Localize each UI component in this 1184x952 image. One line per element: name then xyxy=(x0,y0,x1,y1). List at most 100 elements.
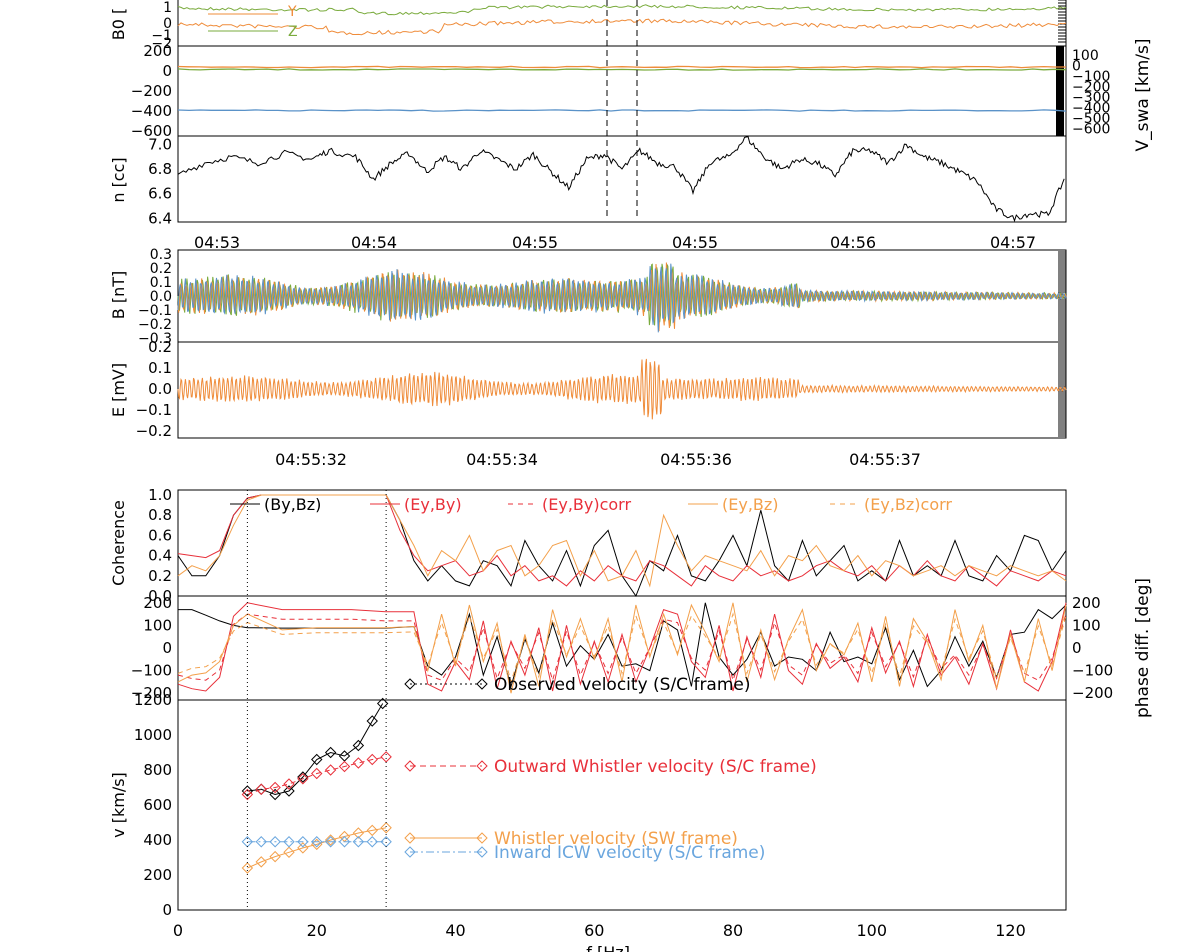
velocity-point-0-0 xyxy=(241,785,254,797)
e-ytick-label: 0.1 xyxy=(148,359,172,377)
density-ytick-label: 6.6 xyxy=(148,185,172,203)
phase-series-2 xyxy=(177,602,1067,694)
phase-right-tick-label: 200 xyxy=(1072,594,1101,612)
velocity-point-3-6 xyxy=(324,836,337,848)
e-xtick-label: 04:55:32 xyxy=(275,450,347,469)
velocity-ytick-label: 1200 xyxy=(134,691,172,709)
b-right-ticks xyxy=(1058,249,1066,343)
density-ytick-label: 6.8 xyxy=(148,160,172,178)
e-ytick-label: 0.0 xyxy=(148,380,172,398)
vswa-right-tick-label: −400 xyxy=(1072,101,1110,117)
velocity-point-1-2 xyxy=(269,781,281,794)
phase-series-1 xyxy=(177,602,1067,692)
coherence-legend-label-1: (Ey,By) xyxy=(404,495,462,514)
e-ytick-label: 0.2 xyxy=(148,338,172,356)
velocity-xlabel: f [Hz] xyxy=(586,943,630,952)
velocity-legend-label-3: Inward ICW velocity (S/C frame) xyxy=(494,843,765,863)
velocity-point-1-3 xyxy=(283,778,295,790)
coherence-ytick-label: 0.4 xyxy=(148,547,172,565)
velocity-point-1-6 xyxy=(324,764,337,776)
b-ytick-label: 0.2 xyxy=(150,261,172,277)
velocity-legend-marker xyxy=(404,846,416,858)
velocity-point-2-0 xyxy=(241,862,254,874)
density-xtick-label: 04:54 xyxy=(351,233,397,252)
velocity-ytick-label: 800 xyxy=(143,761,172,779)
b0-y-line xyxy=(177,18,1067,36)
b0-z-line xyxy=(177,4,1067,16)
b-ytick-label: 0.0 xyxy=(150,289,172,305)
vswa-right-tick-label: −500 xyxy=(1072,111,1110,127)
b0-ylabel: B0 [ xyxy=(109,8,128,40)
velocity-point-1-7 xyxy=(338,760,351,773)
velocity-point-0-4 xyxy=(297,771,309,783)
velocity-legend-marker xyxy=(404,832,416,844)
velocity-point-2-6 xyxy=(324,834,337,846)
b0-ytick-label-m1: −1 xyxy=(151,28,172,44)
velocity-point-2-10 xyxy=(380,822,392,834)
velocity-point-3-3 xyxy=(283,836,295,848)
velocity-legend-label-1: Outward Whistler velocity (S/C frame) xyxy=(494,757,817,777)
coherence-legend-label-0: (By,Bz) xyxy=(264,495,321,514)
text-layer: 10−1−2B0 [YZ2000−200−400−6001000−100−200… xyxy=(109,0,1153,952)
b0-right-ticks xyxy=(1058,0,1066,43)
vswa-ytick-label: −400 xyxy=(131,102,172,120)
vswa-right-tick-label: 0 xyxy=(1072,59,1081,75)
velocity-point-2-4 xyxy=(297,842,309,854)
phase-right-tick-label: −200 xyxy=(1072,684,1113,702)
vswa-ytick-label: −600 xyxy=(131,122,172,140)
velocity-point-2-8 xyxy=(352,827,365,839)
velocity-series-line-2 xyxy=(247,827,387,869)
density-xtick-label: 04:55 xyxy=(672,233,718,252)
velocity-point-1-8 xyxy=(352,757,365,769)
coherence-legend-label-4: (Ey,Bz)corr xyxy=(864,495,952,514)
velocity-point-2-1 xyxy=(255,856,267,868)
velocity-point-0-10 xyxy=(376,697,389,710)
velocity-point-0-8 xyxy=(352,739,365,752)
b-ytick-label: 0.1 xyxy=(150,275,172,291)
velocity-series-line-1 xyxy=(247,756,387,795)
velocity-ytick-label: 1000 xyxy=(134,726,172,744)
velocity-legend-marker xyxy=(404,678,416,690)
velocity-point-0-6 xyxy=(324,746,337,759)
velocity-xtick-label: 80 xyxy=(723,921,743,940)
coherence-series-2 xyxy=(177,494,1067,588)
density-panel-frame xyxy=(177,135,1067,223)
e-ytick-label: −0.1 xyxy=(136,401,172,419)
vswa-panel-frame xyxy=(177,45,1067,137)
velocity-point-1-9 xyxy=(366,753,378,766)
coherence-ytick-label: 0.8 xyxy=(148,506,172,524)
b0-legend-z-label: Z xyxy=(288,24,298,40)
velocity-ylabel: v [km/s] xyxy=(109,772,128,838)
velocity-point-2-9 xyxy=(366,824,378,837)
data-layer xyxy=(177,0,1067,910)
velocity-legend-marker xyxy=(476,832,488,844)
velocity-panel-frame xyxy=(177,699,1067,911)
velocity-legend-marker xyxy=(476,760,488,772)
vswa-ytick-label: 200 xyxy=(143,42,172,60)
phase-right-ylabel: phase diff. [deg] xyxy=(1133,578,1153,718)
coherence-ylabel: Coherence xyxy=(109,500,128,586)
velocity-point-0-9 xyxy=(366,715,378,727)
velocity-ytick-label: 200 xyxy=(143,866,172,884)
velocity-point-3-2 xyxy=(269,836,281,848)
velocity-point-3-7 xyxy=(338,836,351,848)
velocity-xtick-label: 120 xyxy=(995,921,1026,940)
b-ytick-label: −0.1 xyxy=(138,303,172,319)
velocity-legend-marker xyxy=(404,760,416,772)
velocity-point-1-1 xyxy=(255,783,267,795)
velocity-point-0-3 xyxy=(283,785,295,797)
velocity-point-0-5 xyxy=(311,753,323,766)
coherence-ytick-label: 0.0 xyxy=(148,587,172,605)
e-wave-line xyxy=(177,358,1067,420)
velocity-xtick-label: 100 xyxy=(856,921,887,940)
density-ylabel: n [cc] xyxy=(109,157,128,202)
velocity-point-1-5 xyxy=(311,767,323,780)
e-right-ticks xyxy=(1058,341,1066,439)
phase-ytick-label: −100 xyxy=(131,662,172,680)
vswa-series-0 xyxy=(177,65,1066,69)
b0-legend-y-label: Y xyxy=(287,4,297,20)
e-ylabel: E [mV] xyxy=(109,363,128,417)
density-xtick-label: 04:55 xyxy=(512,233,558,252)
velocity-legend-marker xyxy=(476,846,488,858)
